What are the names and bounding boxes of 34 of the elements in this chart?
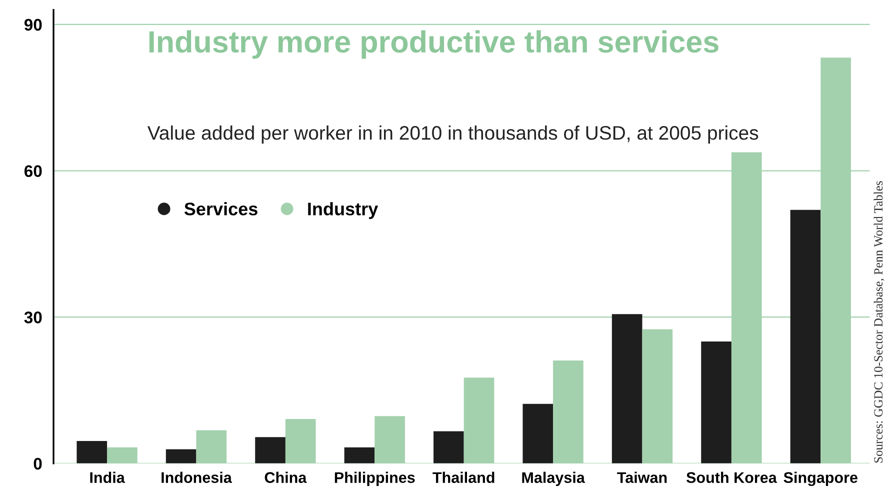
- bar: [522, 404, 554, 464]
- text: Value added per worker in in 2010 in thousands of USD, at 2005 prices: [147, 126, 758, 144]
- x-tick-label: Thailand: [432, 472, 494, 483]
- x-tick-label: India: [90, 472, 125, 483]
- x-tick-label: South Korea: [686, 472, 777, 483]
- bar: [434, 431, 464, 464]
- x-tick-label: China: [264, 472, 307, 483]
- x-tick-label: Philippines: [334, 472, 415, 486]
- x-tick-label: Singapore: [784, 472, 858, 486]
- bar: [553, 360, 584, 464]
- x-tick-label: Taiwan: [617, 472, 667, 483]
- bar: [642, 329, 673, 464]
- y-tick-label: 60: [24, 165, 42, 178]
- bar: [255, 437, 286, 464]
- bar: [107, 447, 138, 464]
- bar: [76, 440, 108, 464]
- source-note: Sources: GGDC 10-Sector Database, Penn World Tables: [874, 181, 884, 463]
- bar: [196, 430, 227, 464]
- legend-label: Industry: [308, 202, 378, 219]
- y-tick-label: 0: [34, 458, 42, 470]
- x-tick-label: Indonesia: [162, 472, 232, 483]
- text: Industry more productive than services: [149, 30, 718, 59]
- bar: [285, 419, 316, 464]
- x-tick-label: Malaysia: [522, 472, 585, 486]
- bar: [701, 341, 732, 464]
- bar: [166, 449, 196, 464]
- y-tick-label: 30: [24, 312, 42, 324]
- bar: [790, 210, 821, 464]
- bar: [464, 378, 494, 464]
- bar: [374, 416, 405, 464]
- y-tick-label: 90: [24, 18, 42, 31]
- bar: [612, 314, 642, 464]
- bar: [344, 447, 375, 464]
- legend-label: Services: [184, 202, 258, 216]
